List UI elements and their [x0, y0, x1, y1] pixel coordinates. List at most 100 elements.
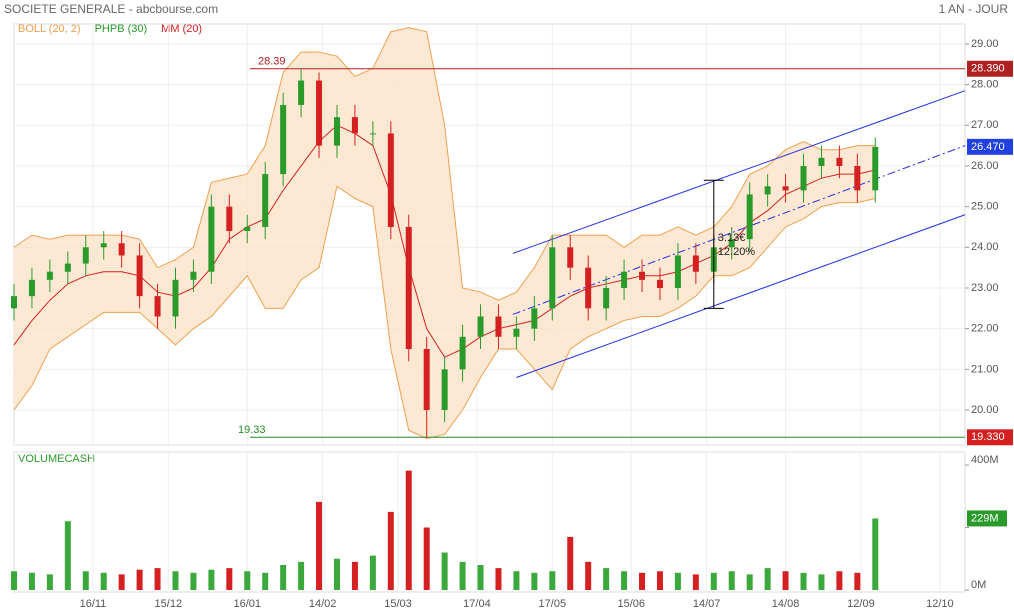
volume-bar	[603, 568, 610, 590]
level-tag-label: 28.390	[971, 63, 1005, 75]
candle-body	[387, 133, 394, 227]
volume-bar	[118, 574, 125, 590]
candle-body	[621, 271, 628, 288]
candle-body	[603, 287, 610, 309]
x-tick-label: 15/12	[155, 598, 183, 610]
x-tick-label: 14/02	[309, 598, 337, 610]
candle-body	[172, 279, 179, 317]
candle-body	[836, 157, 843, 166]
candle-body	[782, 186, 789, 191]
volume-bar	[226, 568, 233, 590]
volume-bar	[46, 574, 53, 590]
x-tick-label: 17/05	[539, 598, 567, 610]
candle-body	[351, 117, 358, 134]
candle-body	[333, 117, 340, 146]
volume-bar	[154, 568, 161, 590]
y-tick-label: 0M	[971, 579, 986, 591]
x-tick-label: 16/01	[233, 598, 261, 610]
candle-body	[28, 279, 35, 297]
volume-bar	[64, 521, 71, 590]
last-price-tag	[967, 138, 1013, 155]
x-tick-label: 15/06	[617, 598, 645, 610]
volume-bar	[28, 572, 35, 590]
volume-bar	[728, 571, 735, 590]
candle-body	[746, 194, 753, 240]
x-tick-label: 12/09	[847, 598, 875, 610]
candle-body	[639, 271, 646, 280]
volume-panel	[13, 451, 966, 593]
y-tick-label: 29.00	[971, 38, 999, 50]
y-tick-label: 25.00	[971, 201, 999, 213]
volume-bar	[710, 572, 717, 590]
volume-bar	[82, 571, 89, 590]
volume-bar	[208, 569, 215, 590]
y-tick-label: 28.00	[971, 79, 999, 91]
candle-body	[226, 206, 233, 232]
volume-bar	[423, 527, 430, 590]
volume-bar	[351, 561, 358, 590]
bollinger-upper	[13, 27, 876, 301]
volume-bar	[190, 572, 197, 590]
volume-bar	[441, 552, 448, 590]
volume-bar	[567, 536, 574, 590]
volume-bar	[692, 574, 699, 590]
y-tick-label: 21.00	[971, 363, 999, 375]
chart-title: SOCIETE GENERALE - abcbourse.com	[4, 2, 218, 16]
candle-body	[513, 328, 520, 337]
candle-body	[154, 296, 161, 317]
level-label: 28.39	[258, 56, 286, 68]
volume-bar	[369, 555, 376, 590]
candle-body	[674, 255, 681, 288]
last-price-label: 26.470	[971, 141, 1005, 153]
candle-body	[64, 263, 71, 272]
candle-body	[244, 226, 251, 232]
y-tick-label: 20.00	[971, 404, 999, 416]
volume-title: VOLUMECASH	[18, 453, 95, 465]
candle-body	[459, 336, 466, 370]
candle-body	[369, 133, 376, 135]
candle-body	[298, 80, 305, 105]
y-tick-label: 26.00	[971, 160, 999, 172]
volume-tag	[967, 510, 1007, 527]
volume-tag-label: 229M	[971, 512, 999, 524]
volume-bar	[639, 572, 646, 590]
y-tick-label: 22.00	[971, 323, 999, 335]
candle-body	[567, 247, 574, 268]
volume-bar	[836, 571, 843, 590]
candle-body	[11, 296, 17, 309]
volume-bar	[244, 571, 251, 590]
volume-bar	[656, 571, 663, 590]
volume-bar	[477, 565, 484, 590]
candle-body	[656, 279, 663, 288]
candle-body	[280, 104, 287, 175]
candle-body	[764, 186, 771, 195]
volume-bar	[136, 569, 143, 590]
candle-body	[82, 247, 89, 264]
candle-body	[531, 308, 538, 329]
level-tag-label: 19.330	[971, 431, 1005, 443]
candle-body	[423, 349, 430, 411]
volume-bar	[674, 572, 681, 590]
channel-line	[512, 90, 966, 254]
candle-body	[495, 316, 502, 337]
volume-bar	[621, 571, 628, 590]
volume-bar	[854, 572, 861, 590]
x-tick-label: 12/10	[926, 598, 954, 610]
measure-label: 3.13€	[718, 232, 746, 244]
candle-body	[800, 165, 807, 191]
y-tick-label: 23.00	[971, 282, 999, 294]
volume-bar	[782, 571, 789, 590]
volume-bar	[513, 571, 520, 590]
period: 1 AN - JOUR	[939, 2, 1009, 16]
volume-bar	[387, 511, 394, 590]
candle-body	[872, 146, 879, 191]
candle-body	[728, 239, 735, 248]
volume-bar	[333, 558, 340, 590]
candle-body	[100, 243, 107, 248]
x-tick-label: 17/04	[463, 598, 491, 610]
volume-bar	[405, 470, 412, 590]
candle-body	[190, 271, 197, 280]
candle-body	[854, 165, 861, 191]
candle-body	[549, 247, 556, 309]
